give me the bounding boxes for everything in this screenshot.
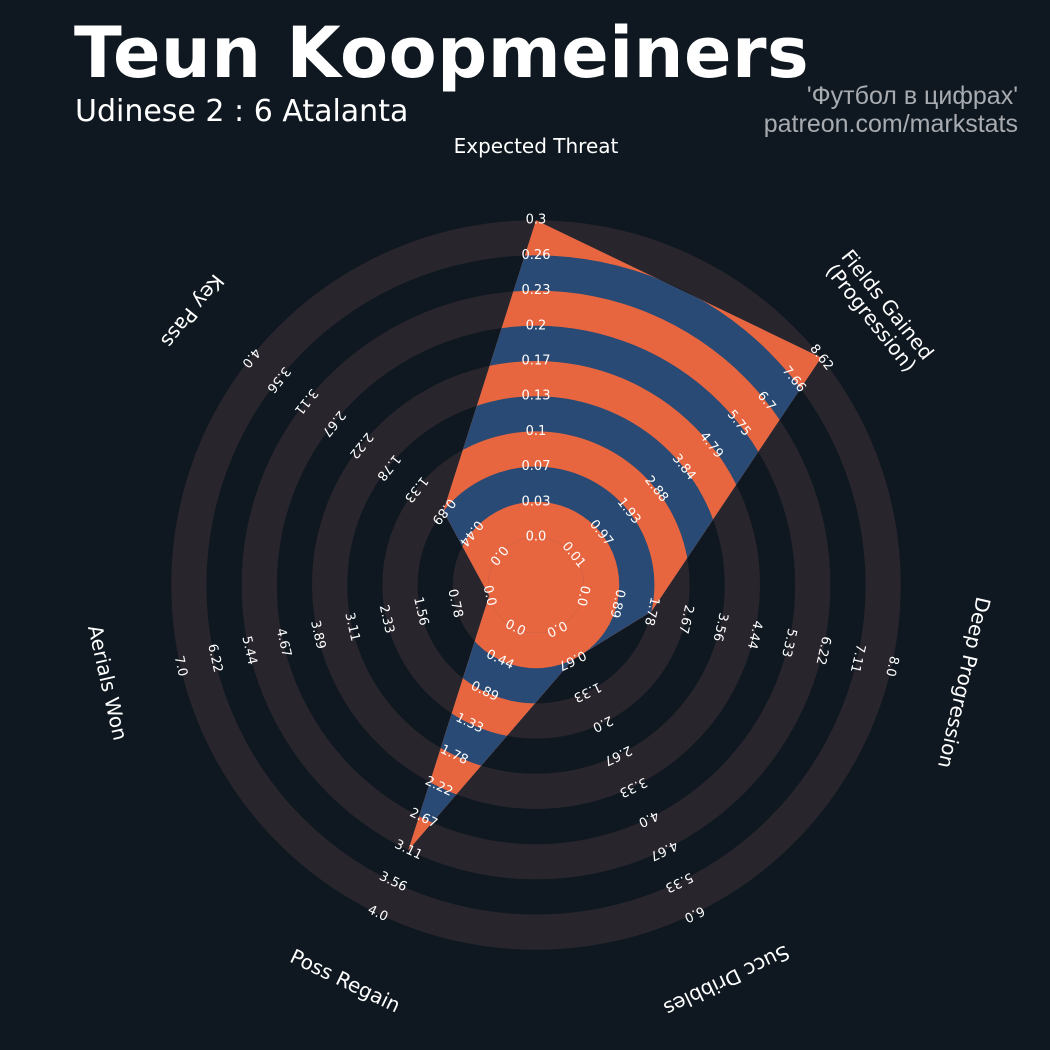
range-label: 0.78 — [444, 588, 465, 620]
range-label: 0.0 — [573, 584, 592, 608]
range-label: 3.11 — [341, 611, 362, 643]
range-label: 0.03 — [522, 494, 551, 509]
range-label: 4.67 — [273, 627, 294, 659]
range-label: 0.1 — [526, 424, 547, 439]
range-label: 8.0 — [882, 654, 901, 678]
range-label: 1.56 — [410, 596, 431, 628]
range-label: 5.44 — [238, 635, 259, 667]
credit-line-1: 'Футбол в цифрах' — [806, 82, 1018, 110]
range-label: 7.11 — [847, 643, 868, 675]
range-label: 3.56 — [710, 611, 731, 643]
param-label: Expected Threat — [454, 134, 619, 158]
param-label: Deep Progression — [933, 595, 995, 771]
credit-line-2: patreon.com/markstats — [763, 110, 1018, 138]
range-label: 0.23 — [522, 283, 551, 298]
range-label: 5.33 — [778, 627, 799, 659]
range-label: 0.0 — [480, 584, 499, 608]
range-label: 4.44 — [744, 619, 765, 651]
range-label: 6.22 — [204, 643, 225, 675]
range-label: 3.89 — [307, 619, 328, 651]
range-label: 0.13 — [522, 389, 551, 404]
range-label: 0.89 — [607, 588, 628, 620]
param-label: Key Pass — [156, 270, 229, 353]
player-name-title: Teun Koopmeiners — [74, 12, 810, 94]
range-label: 2.33 — [376, 603, 397, 635]
range-label: 0.07 — [522, 459, 551, 474]
range-label: 1.78 — [641, 596, 662, 628]
range-label: 0.26 — [522, 248, 551, 263]
range-label: 6.22 — [812, 635, 833, 667]
range-label: 2.67 — [675, 603, 696, 635]
range-label: 0.17 — [522, 354, 551, 369]
range-label: 0.2 — [526, 318, 547, 333]
range-label: 0.0 — [526, 530, 547, 545]
polygon-center — [488, 537, 584, 633]
param-label: Aerials Won — [83, 623, 133, 743]
match-subtitle: Udinese 2 : 6 Atalanta — [75, 94, 409, 129]
range-label: 0.3 — [526, 213, 547, 228]
range-label: 7.0 — [171, 654, 190, 678]
